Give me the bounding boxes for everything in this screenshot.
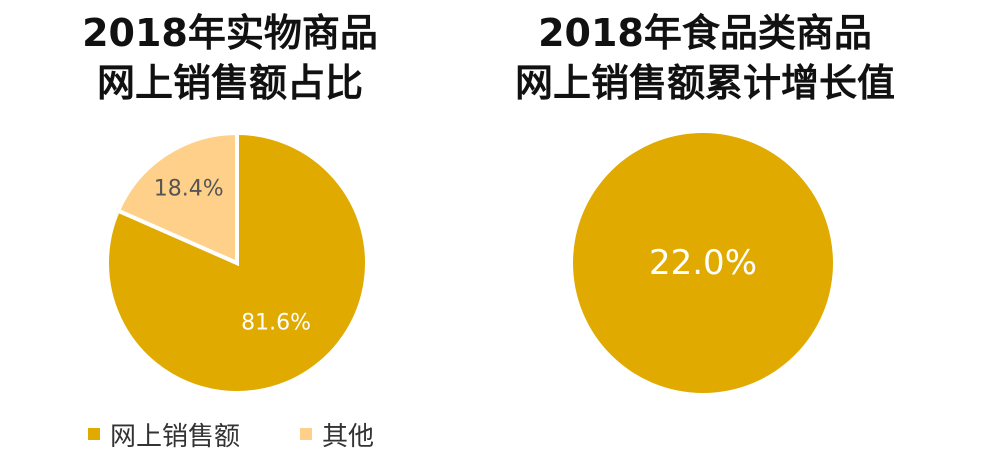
legend-item-online-sales: 网上销售额	[88, 416, 240, 453]
legend-swatch-other	[300, 428, 313, 440]
left-chart-title: 2018年实物商品 网上销售额占比	[20, 8, 440, 108]
left-chart-title-line-2: 网上销售额占比	[96, 61, 363, 105]
legend-label-other: 其他	[322, 421, 375, 452]
pie-1-slice-0-label: 22.0%	[649, 243, 757, 283]
pie-0-slice-1	[115, 130, 239, 267]
pie-0-slice-1-label: 18.4%	[154, 176, 224, 201]
pie-1-slice-0	[573, 133, 833, 393]
legend-label-online-sales: 网上销售额	[110, 421, 241, 452]
legend-item-other: 其他	[300, 416, 374, 453]
right-chart-title: 2018年食品类商品 网上销售额累计增长值	[470, 8, 940, 108]
left-chart-title-line-1: 2018年实物商品	[82, 11, 378, 55]
right-chart-title-line-1: 2018年食品类商品	[538, 11, 872, 55]
legend: 网上销售额 其他	[88, 414, 434, 454]
pie-0-slice-0-label: 81.6%	[241, 310, 311, 335]
legend-swatch-online-sales	[88, 428, 100, 440]
right-chart-title-line-2: 网上销售额累计增长值	[514, 61, 895, 105]
